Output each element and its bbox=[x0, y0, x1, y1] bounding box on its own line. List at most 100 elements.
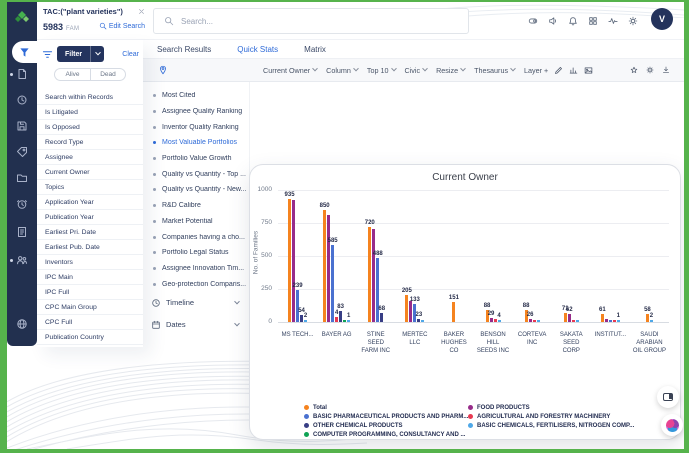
filter-row[interactable]: IPC Main bbox=[37, 270, 143, 285]
toolbar-dropdown[interactable]: Top 10 bbox=[367, 66, 397, 75]
analysis-item[interactable]: Portfolio Legal Status bbox=[143, 245, 249, 261]
app-logo[interactable] bbox=[7, 2, 37, 34]
new-document-icon[interactable] bbox=[16, 68, 28, 80]
legend-item[interactable]: BASIC CHEMICALS, FERTILISERS, NITROGEN C… bbox=[468, 421, 634, 430]
bar-total[interactable] bbox=[323, 209, 327, 322]
filter-row[interactable]: Current Owner bbox=[37, 165, 143, 180]
bar-computer[interactable] bbox=[343, 320, 347, 322]
bar-total[interactable] bbox=[405, 294, 409, 322]
toolbar-dropdown[interactable]: Current Owner bbox=[263, 66, 318, 75]
global-search-input[interactable]: Search... bbox=[153, 8, 469, 34]
analysis-item[interactable]: Most Valuable Portfolios bbox=[143, 135, 249, 151]
history-icon[interactable] bbox=[16, 94, 28, 106]
ai-assistant-button[interactable] bbox=[661, 414, 683, 436]
bar-food[interactable] bbox=[528, 318, 532, 322]
dead-toggle[interactable]: Dead bbox=[90, 68, 126, 81]
bar-basicchem[interactable] bbox=[497, 320, 501, 322]
edit-search-link[interactable]: Edit Search bbox=[99, 22, 145, 30]
switch-icon[interactable] bbox=[528, 16, 538, 26]
bar-basicchem[interactable] bbox=[616, 320, 620, 322]
close-query-icon[interactable] bbox=[138, 8, 145, 15]
bar-otherchem[interactable] bbox=[380, 313, 384, 322]
tab[interactable]: Matrix bbox=[304, 44, 326, 54]
legend-item[interactable]: OTHER CHEMICAL PRODUCTS bbox=[304, 421, 468, 430]
filter-row[interactable]: Record Type bbox=[37, 135, 143, 150]
globe-icon[interactable] bbox=[16, 318, 28, 330]
chart-type-icon[interactable] bbox=[569, 66, 578, 75]
edit-pencil-icon[interactable] bbox=[554, 66, 563, 75]
report-icon[interactable] bbox=[16, 226, 28, 238]
tab[interactable]: Search Results bbox=[157, 44, 212, 54]
analysis-item[interactable]: Assignee Innovation Tim... bbox=[143, 261, 249, 277]
bar-food[interactable] bbox=[567, 313, 571, 322]
bar-pharma[interactable] bbox=[376, 257, 380, 322]
filter-row[interactable]: IPC Full bbox=[37, 285, 143, 300]
alarm-icon[interactable] bbox=[16, 198, 28, 210]
filter-settings-icon[interactable] bbox=[42, 49, 53, 60]
user-avatar[interactable]: V bbox=[651, 8, 673, 30]
people-icon[interactable] bbox=[16, 254, 28, 266]
panel-toggle-button[interactable] bbox=[657, 386, 679, 408]
filter-row[interactable]: Publication Year bbox=[37, 210, 143, 225]
bar-basicchem[interactable] bbox=[536, 320, 540, 322]
filter-button[interactable]: Filter bbox=[57, 46, 105, 62]
analysis-item[interactable]: Quality vs Quantity - Top ... bbox=[143, 166, 249, 182]
filter-row[interactable]: Is Litigated bbox=[37, 105, 143, 120]
analysis-item[interactable]: R&D Calibre bbox=[143, 198, 249, 214]
bar-total[interactable] bbox=[288, 198, 292, 322]
add-layer-button[interactable]: Layer + bbox=[524, 65, 549, 75]
toolbar-dropdown[interactable]: Thesaurus bbox=[474, 66, 516, 75]
analysis-item[interactable]: Companies having a cho... bbox=[143, 229, 249, 245]
timeline-section[interactable]: Timeline bbox=[143, 292, 249, 314]
dates-section[interactable]: Dates bbox=[143, 314, 249, 336]
star-icon[interactable] bbox=[630, 66, 638, 74]
clear-button[interactable]: Clear bbox=[122, 50, 139, 58]
tab[interactable]: Quick Stats bbox=[237, 44, 279, 54]
filter-row[interactable]: Is Opposed bbox=[37, 120, 143, 135]
activity-icon[interactable] bbox=[608, 16, 618, 26]
bar-basicchem[interactable] bbox=[649, 320, 653, 322]
analysis-item[interactable]: Assignee Quality Ranking bbox=[143, 104, 249, 120]
bar-agri[interactable] bbox=[532, 319, 536, 322]
filter-row[interactable]: CPC Full bbox=[37, 315, 143, 330]
bar-pharma[interactable] bbox=[608, 319, 612, 322]
bar-basicchem[interactable] bbox=[421, 320, 425, 322]
bar-basicchem[interactable] bbox=[575, 320, 579, 322]
filter-row[interactable]: Assignee bbox=[37, 150, 143, 165]
bar-food[interactable] bbox=[372, 228, 376, 322]
analysis-item[interactable]: Quality vs Quantity - New... bbox=[143, 182, 249, 198]
filter-row[interactable]: Inventors bbox=[37, 255, 143, 270]
rail-item-filter[interactable] bbox=[12, 41, 37, 63]
bar-agri[interactable] bbox=[335, 316, 339, 322]
filter-row[interactable]: Topics bbox=[37, 180, 143, 195]
pin-icon[interactable] bbox=[158, 65, 168, 75]
analysis-item[interactable]: Inventor Quality Ranking bbox=[143, 119, 249, 135]
analysis-item[interactable]: Portfolio Value Growth bbox=[143, 151, 249, 167]
alive-toggle[interactable]: Alive bbox=[54, 68, 90, 81]
bar-food[interactable] bbox=[604, 319, 608, 322]
bar-total[interactable] bbox=[485, 310, 489, 322]
tag-icon[interactable] bbox=[16, 146, 28, 158]
bar-pharma[interactable] bbox=[331, 244, 335, 322]
speaker-icon[interactable] bbox=[548, 16, 558, 26]
settings-gear-icon[interactable] bbox=[646, 66, 654, 74]
bar-pharma[interactable] bbox=[413, 304, 417, 322]
bar-food[interactable] bbox=[327, 215, 331, 322]
filter-row[interactable]: CPC Main Group bbox=[37, 300, 143, 315]
bar-total[interactable] bbox=[452, 302, 456, 322]
bar-basicchem[interactable] bbox=[347, 320, 351, 322]
legend-item[interactable]: FOOD PRODUCTS bbox=[468, 403, 634, 412]
bar-food[interactable] bbox=[292, 199, 296, 322]
download-icon[interactable] bbox=[662, 66, 670, 74]
legend-item[interactable]: AGRICULTURAL AND FORESTRY MACHINERY bbox=[468, 412, 634, 421]
bar-otherchem[interactable] bbox=[339, 311, 343, 322]
bar-total[interactable] bbox=[600, 313, 604, 322]
toolbar-dropdown[interactable]: Column bbox=[326, 66, 359, 75]
bar-otherchem[interactable] bbox=[300, 314, 304, 322]
apps-grid-icon[interactable] bbox=[588, 16, 598, 26]
folder-icon[interactable] bbox=[16, 172, 28, 184]
bar-food[interactable] bbox=[409, 301, 413, 322]
bar-total[interactable] bbox=[563, 312, 567, 322]
toolbar-dropdown[interactable]: Civic bbox=[405, 66, 428, 75]
analysis-item[interactable]: Market Potential bbox=[143, 214, 249, 230]
